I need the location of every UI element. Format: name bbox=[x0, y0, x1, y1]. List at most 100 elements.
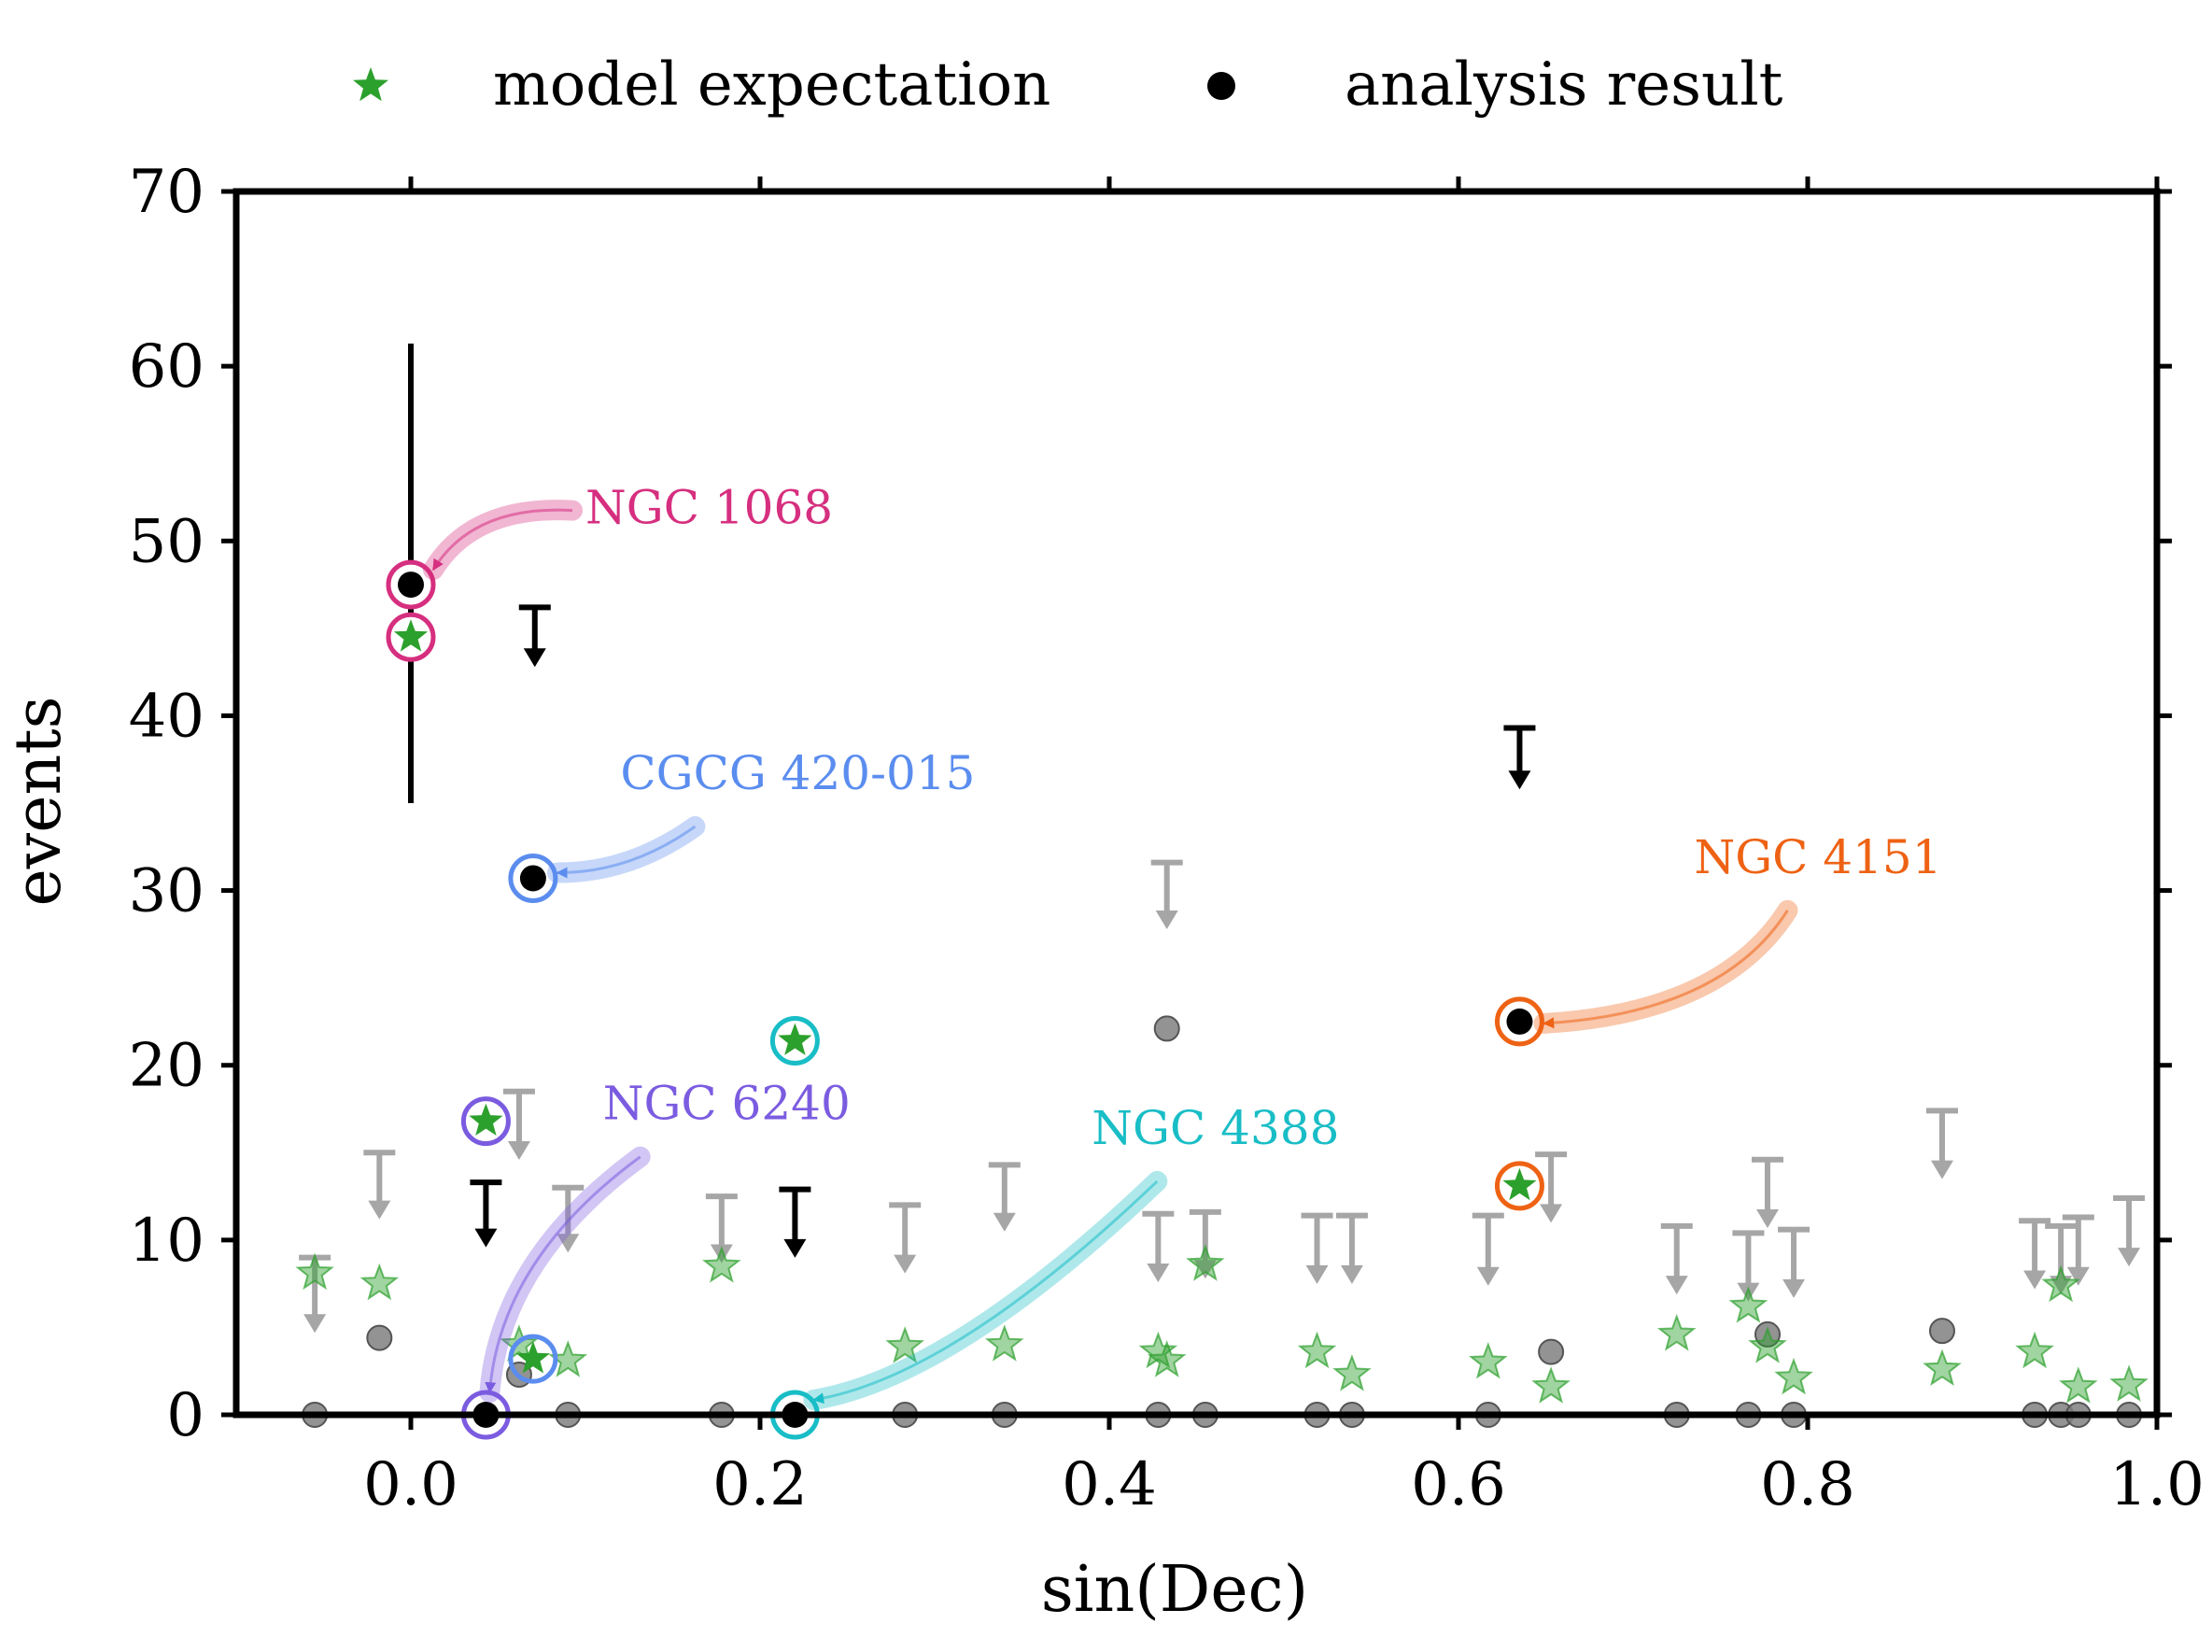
faded-model-star bbox=[2015, 1331, 2054, 1369]
source-ngc-6240 bbox=[460, 1096, 511, 1440]
faded-model-star bbox=[1656, 1314, 1697, 1351]
faded-upper-limit bbox=[988, 1162, 1021, 1232]
x-axis: 0.0 0.2 0.4 0.6 0.8 1.0 bbox=[363, 176, 2205, 1519]
y-tick-label: 70 bbox=[129, 158, 204, 227]
faded-upper-limit bbox=[1660, 1222, 1693, 1295]
faded-result-point bbox=[1538, 1338, 1565, 1365]
y-tick-label: 0 bbox=[166, 1381, 204, 1450]
faded-upper-limit bbox=[2113, 1194, 2146, 1267]
faded-model-star bbox=[1468, 1342, 1508, 1379]
y-tick-label: 50 bbox=[129, 507, 204, 576]
faded-result-point bbox=[1153, 1015, 1180, 1042]
legend: model expectation analysis result bbox=[353, 50, 1783, 120]
faded-result-point bbox=[1928, 1318, 1955, 1345]
legend-item-analysis-result: analysis result bbox=[1207, 50, 1783, 120]
faded-model-star bbox=[702, 1246, 741, 1283]
annotations: NGC 1068 CGCG 420-015 NGC 4151 NGC 6240 NGC … bbox=[423, 481, 1942, 1410]
plot-area bbox=[295, 343, 2149, 1440]
faded-model-star bbox=[1748, 1326, 1787, 1363]
faded-model-star bbox=[2109, 1364, 2149, 1402]
model-star bbox=[1502, 1167, 1537, 1201]
faded-model-star bbox=[1531, 1366, 1571, 1404]
faded-upper-limit bbox=[889, 1202, 922, 1274]
y-tick-label: 60 bbox=[129, 332, 204, 402]
legend-item-model-expectation: model expectation bbox=[353, 50, 1050, 120]
y-tick-label: 30 bbox=[129, 857, 204, 926]
faded-upper-limit bbox=[2019, 1218, 2051, 1290]
highlighted-upper-limit bbox=[1503, 725, 1536, 790]
faded-model-star bbox=[1332, 1354, 1372, 1391]
x-tick-label: 1.0 bbox=[2109, 1450, 2205, 1519]
annotation-ngc-4388: NGC 4388 bbox=[803, 1101, 1339, 1410]
model-star bbox=[515, 1341, 550, 1374]
faded-model-star bbox=[1186, 1244, 1225, 1281]
y-tick-label: 20 bbox=[129, 1032, 204, 1101]
annotation-label: NGC 6240 bbox=[603, 1077, 851, 1131]
model-star bbox=[469, 1103, 503, 1136]
faded-upper-limit bbox=[705, 1193, 738, 1264]
annotation-arrow bbox=[556, 825, 697, 879]
annotation-arrow bbox=[485, 1155, 641, 1394]
result-point bbox=[519, 865, 546, 892]
annotation-ngc-4151: NGC 4151 bbox=[1533, 830, 1942, 1034]
highlighted-upper-limit bbox=[779, 1186, 811, 1258]
source-ngc-1068 bbox=[386, 343, 436, 803]
faded-upper-limit bbox=[363, 1150, 396, 1220]
faded-model-star bbox=[295, 1252, 334, 1291]
annotation-arrow-band bbox=[803, 1170, 1168, 1410]
annotation-arrow-band bbox=[423, 500, 583, 581]
annotation-arrow-band bbox=[1533, 899, 1798, 1034]
annotation-label: NGC 4151 bbox=[1694, 830, 1941, 884]
annotation-ngc-1068: NGC 1068 bbox=[423, 481, 833, 581]
faded-upper-limit bbox=[1301, 1212, 1333, 1284]
annotation-ngc-6240: NGC 6240 bbox=[479, 1077, 851, 1403]
faded-upper-limit bbox=[1925, 1108, 1958, 1179]
x-tick-label: 0.2 bbox=[712, 1450, 808, 1519]
faded-model-star bbox=[359, 1263, 400, 1301]
faded-upper-limit bbox=[1535, 1151, 1568, 1223]
model-highlight-ring bbox=[508, 1334, 558, 1384]
faded-upper-limit bbox=[502, 1088, 535, 1161]
x-tick-label: 0.8 bbox=[1760, 1450, 1855, 1519]
highlighted-upper-limit bbox=[470, 1179, 502, 1248]
faded-upper-limit bbox=[1751, 1156, 1783, 1229]
faded-result-point bbox=[366, 1324, 393, 1351]
faded-model-star bbox=[1297, 1331, 1337, 1369]
faded-model-star bbox=[2041, 1264, 2080, 1303]
faded-model-star bbox=[1923, 1348, 1962, 1387]
highlighted-upper-limit bbox=[518, 604, 551, 668]
faded-upper-limit bbox=[1778, 1226, 1810, 1298]
annotation-arrow bbox=[812, 1179, 1159, 1405]
result-point bbox=[398, 572, 424, 599]
y-tick-label: 40 bbox=[129, 682, 204, 751]
annotation-arrow-band bbox=[546, 816, 706, 883]
x-axis-label: sin(Dec) bbox=[1041, 1553, 1308, 1627]
legend-circle-marker bbox=[1207, 72, 1235, 100]
annotation-label: NGC 1068 bbox=[585, 481, 833, 535]
legend-star-marker bbox=[353, 67, 388, 102]
source-ngc-4151 bbox=[1494, 996, 1544, 1211]
annotation-label: CGCG 420-015 bbox=[620, 746, 975, 800]
x-tick-label: 0.6 bbox=[1411, 1450, 1506, 1519]
faded-upper-limit bbox=[1150, 859, 1183, 929]
x-tick-label: 0.4 bbox=[1062, 1450, 1157, 1519]
source-cgcg-420-015 bbox=[508, 853, 558, 1384]
annotation-arrow bbox=[431, 508, 573, 572]
faded-model-star bbox=[2059, 1366, 2098, 1404]
faded-upper-limit bbox=[1189, 1208, 1221, 1279]
faded-upper-limit bbox=[1142, 1210, 1175, 1283]
faded-upper-limit bbox=[1335, 1212, 1368, 1284]
legend-label-model-expectation: model expectation bbox=[493, 50, 1050, 120]
axes: 0.0 0.2 0.4 0.6 0.8 1.0 0 10 20 30 40 50 60 70 sin(D… bbox=[2, 158, 2205, 1627]
result-point bbox=[1506, 1008, 1533, 1035]
faded-model-star bbox=[885, 1326, 925, 1363]
faded-upper-limit bbox=[1732, 1230, 1765, 1302]
plot-frame bbox=[232, 188, 2161, 1419]
faded-upper-limit bbox=[2062, 1214, 2094, 1286]
faded-model-star bbox=[1147, 1340, 1187, 1377]
faded-upper-limit bbox=[1472, 1212, 1504, 1286]
faded-upper-limit bbox=[552, 1184, 585, 1253]
faded-model-star bbox=[984, 1324, 1024, 1362]
model-star bbox=[393, 619, 429, 652]
